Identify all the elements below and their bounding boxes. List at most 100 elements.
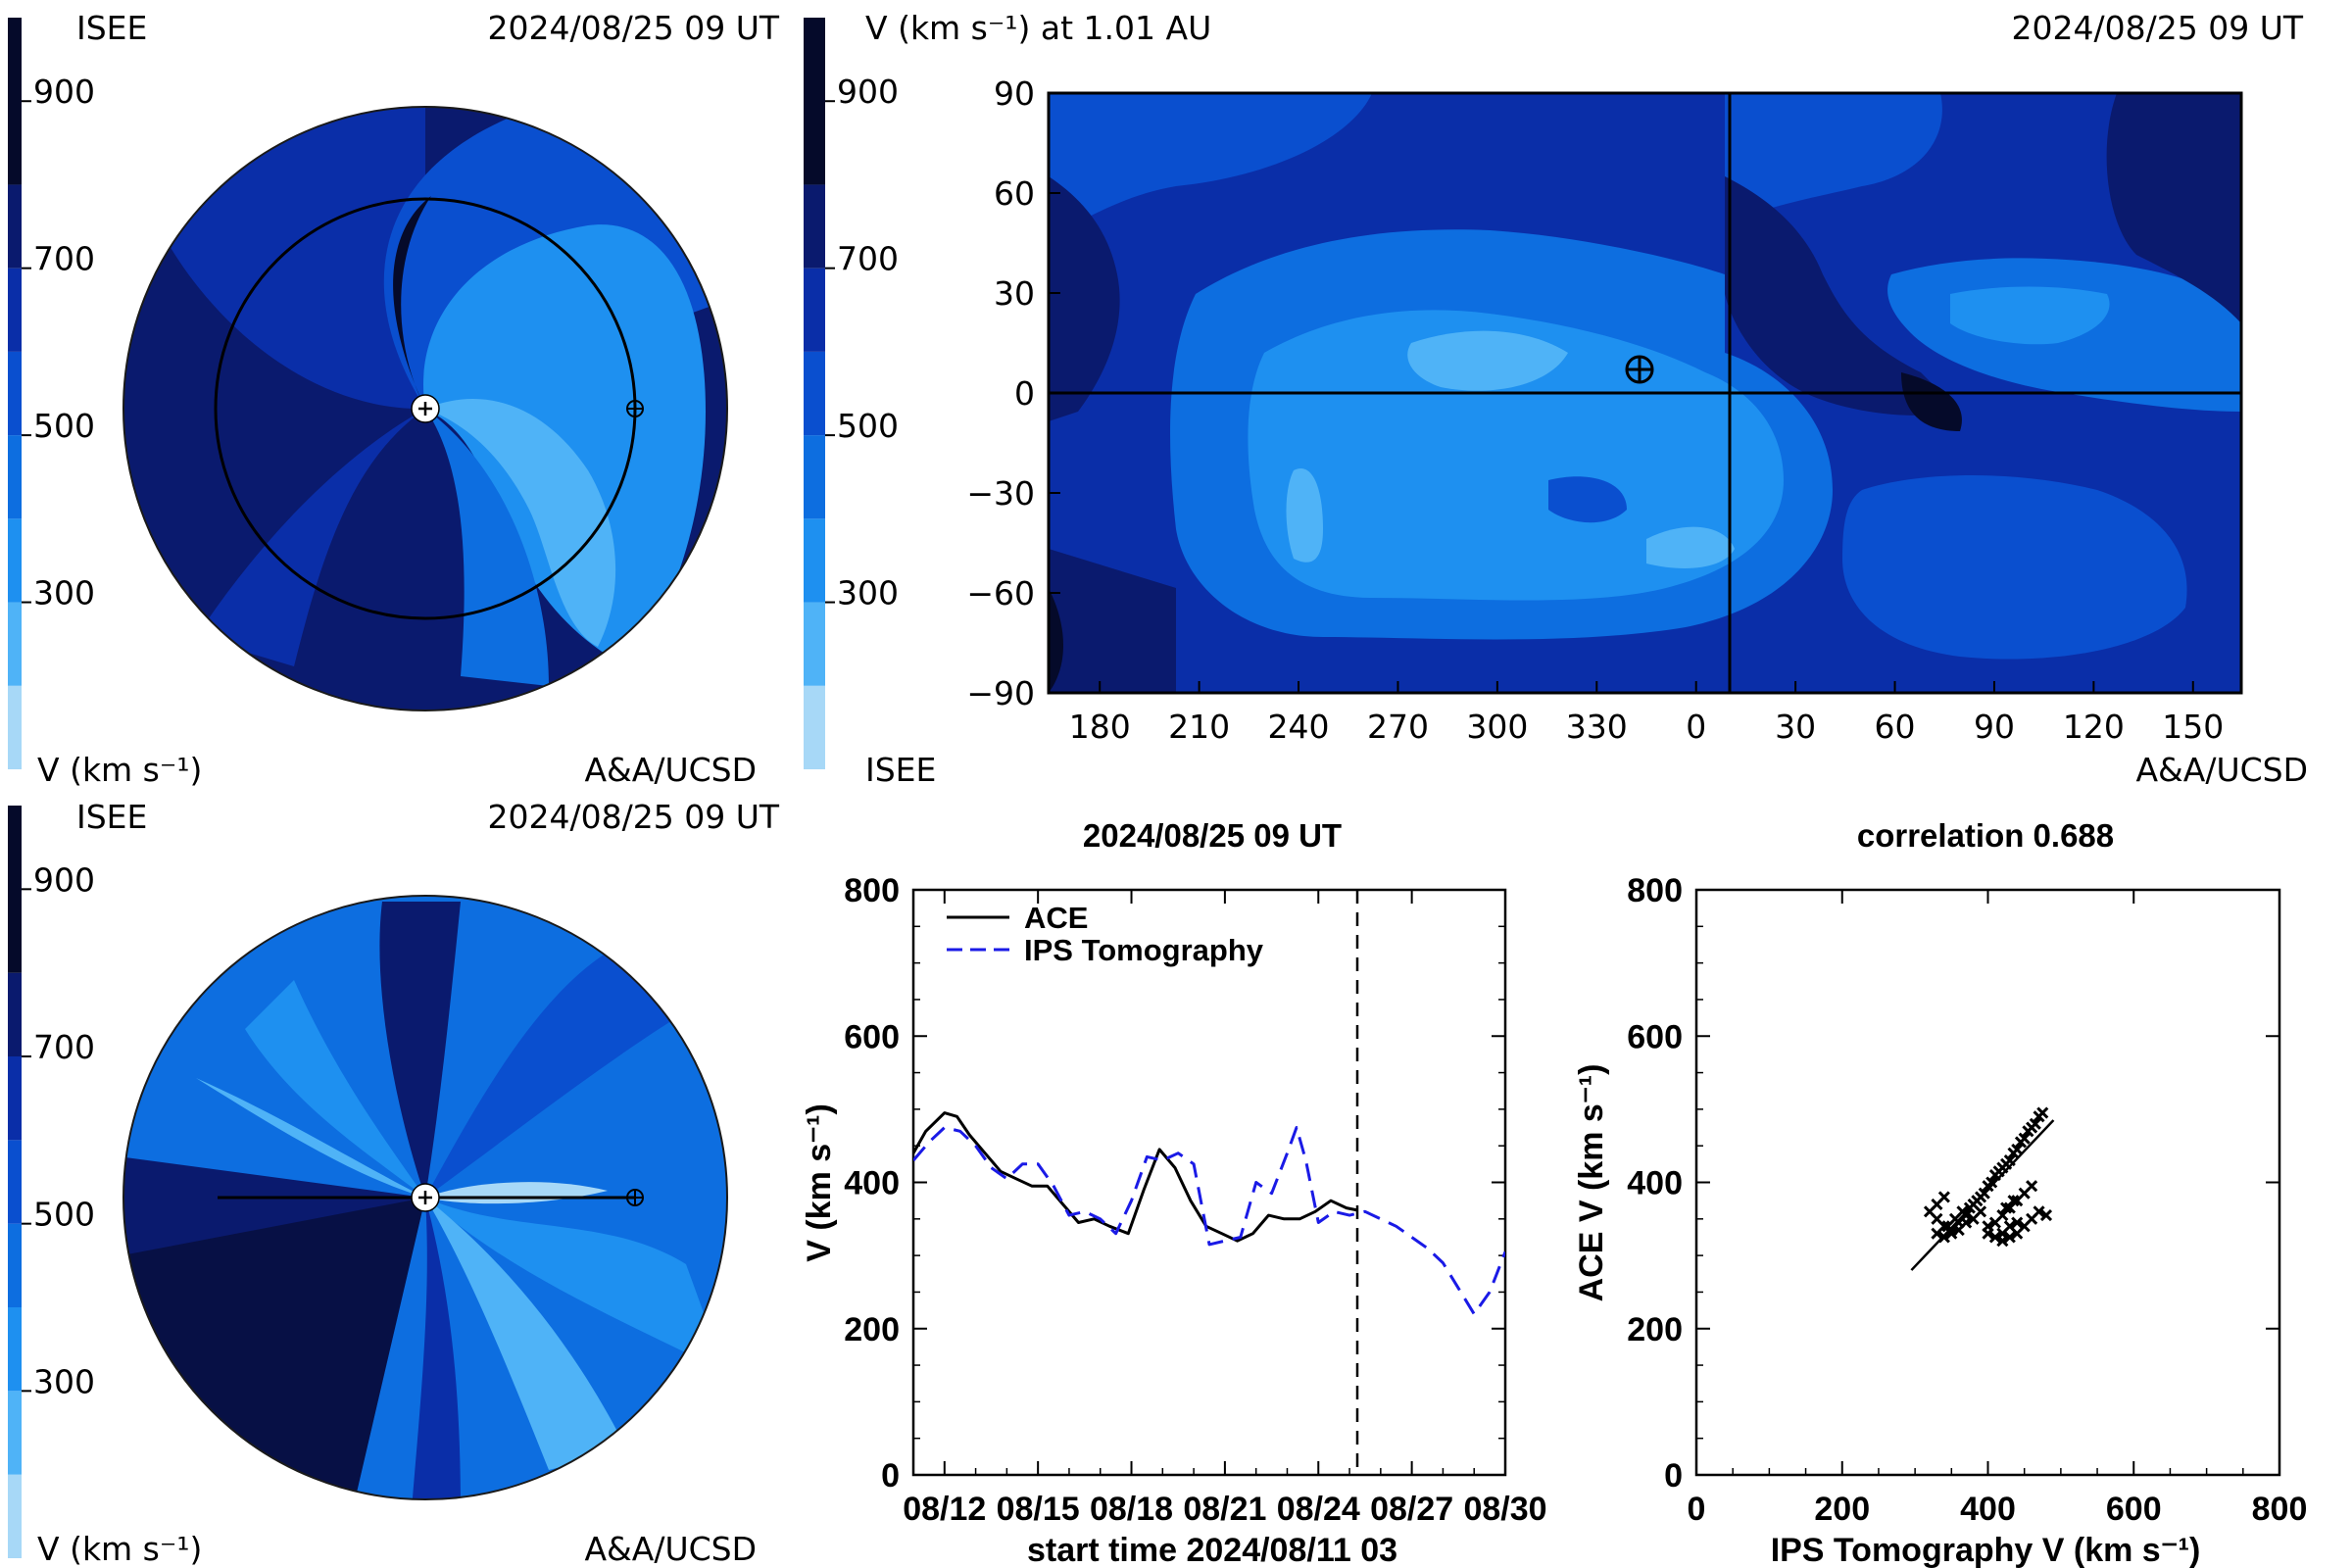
x-tick-label: 330 [1566, 708, 1628, 746]
x-tick-label: 0 [1686, 708, 1706, 746]
colorbar-band [8, 1223, 22, 1307]
scatter-point [1956, 1205, 1969, 1218]
x-tick-label: 150 [2162, 708, 2224, 746]
x-tick-label: 08/24 [1277, 1491, 1360, 1528]
y-tick-label: 0 [881, 1457, 900, 1494]
line-plot-title: 2024/08/25 09 UT [1083, 817, 1342, 854]
time-label: 2024/08/25 09 UT [488, 798, 780, 836]
x-tick-label: 200 [1814, 1491, 1870, 1528]
colorbar-tick-label: 900 [837, 73, 899, 111]
colorbar-band [8, 18, 22, 185]
colorbar-band [8, 806, 22, 973]
colorbar-band [804, 268, 825, 352]
x-tick-label: 400 [1960, 1491, 2016, 1528]
colorbar-band [8, 602, 22, 686]
x-tick-label: 08/27 [1370, 1491, 1453, 1528]
x-tick-label: 0 [1688, 1491, 1706, 1528]
colorbar-band [804, 518, 825, 603]
colorbar-tick-label: 700 [33, 1028, 95, 1066]
y-tick-label: 600 [1627, 1018, 1683, 1055]
x-axis-label: start time 2024/08/11 03 [1027, 1532, 1397, 1568]
colorbar-tick-label: 300 [33, 574, 95, 612]
credit-label: A&A/UCSD [584, 1530, 757, 1568]
scatter-point [1974, 1205, 1987, 1218]
credit-label: A&A/UCSD [2135, 751, 2308, 789]
y-tick-label: 200 [844, 1311, 900, 1348]
colorbar-tick-label: 300 [33, 1362, 95, 1400]
x-tick-label: 08/18 [1090, 1491, 1173, 1528]
earth-marker [626, 400, 644, 417]
map-title: V (km s⁻¹) at 1.01 AU [865, 9, 1211, 47]
colorbar-band [8, 1474, 22, 1558]
plot-frame [911, 888, 1507, 1477]
scatter-axes: 00 200 200 400 400 600 600 800 800 [1627, 872, 2307, 1528]
colorbar-band [8, 1391, 22, 1475]
time-series-plot: 2024/08/25 09 UT 08/12 08/15 08/18 08/21 08/… [801, 817, 1547, 1568]
x-tick-label: 30 [1775, 708, 1816, 746]
y-tick-label: −30 [966, 474, 1035, 513]
colorbar-band [8, 435, 22, 519]
series-line-ips [913, 1126, 1505, 1316]
y-tick-label: 60 [994, 174, 1035, 213]
colorbar-tick-label: 700 [837, 240, 899, 278]
colorbar-tick-label: 900 [33, 73, 95, 111]
scatter-plot: correlation 0.688 00 200 200 400 400 600 600 80… [1573, 817, 2307, 1568]
scatter-point [2014, 1136, 2028, 1149]
scatter-points [1923, 1106, 2053, 1248]
brand-label: ISEE [76, 9, 147, 47]
scatter-point [1937, 1191, 1950, 1203]
colorbar-band [804, 685, 825, 769]
x-tick-label: 210 [1168, 708, 1230, 746]
map-axes: 180 210 240 270 300 330 0 30 60 90 120 1509060300−3… [966, 74, 2224, 746]
earth-marker [1625, 355, 1654, 384]
colorbar-band [8, 268, 22, 352]
colorbar-bottom-left: 900 700 500 300 [8, 806, 95, 1558]
y-tick-label: 400 [844, 1165, 900, 1202]
colorbar-tick-label: 500 [837, 407, 899, 445]
x-tick-label: 120 [2063, 708, 2125, 746]
colorbar-band [804, 18, 825, 185]
scatter-point [1960, 1216, 1973, 1229]
x-tick-label: 08/21 [1183, 1491, 1266, 1528]
x-tick-label: 180 [1069, 708, 1131, 746]
colorbar-band [8, 972, 22, 1056]
scatter-point [1931, 1227, 1943, 1240]
scatter-point [2036, 1106, 2049, 1119]
legend-label-ips: IPS Tomography [1024, 933, 1264, 967]
fit-line [1910, 1119, 2055, 1271]
colorbar-band [8, 1140, 22, 1224]
colorbar-band [8, 1307, 22, 1392]
x-tick-label: 600 [2106, 1491, 2162, 1528]
x-tick-label: 270 [1367, 708, 1429, 746]
x-tick-label: 90 [1974, 708, 2015, 746]
y-tick-label: 0 [1664, 1457, 1683, 1494]
scatter-point [2011, 1216, 2024, 1229]
y-tick-label: 30 [994, 274, 1035, 313]
colorbar-band [804, 435, 825, 519]
colorbar-tick-label: 700 [33, 240, 95, 278]
scatter-point [2007, 1195, 2020, 1207]
colorbar-band [804, 351, 825, 436]
x-tick-label: 300 [1466, 708, 1528, 746]
y-tick-label: 0 [1014, 374, 1035, 413]
scatter-point [2029, 1117, 2041, 1130]
scatter-point [2003, 1231, 2016, 1244]
y-tick-label: 200 [1627, 1311, 1683, 1348]
colorbar-tick-label: 500 [33, 407, 95, 445]
x-tick-label: 240 [1268, 708, 1330, 746]
scatter-title: correlation 0.688 [1857, 817, 2114, 854]
colorbar-band [804, 602, 825, 686]
y-axis-label: ACE V (km s⁻¹) [1573, 1064, 1610, 1302]
y-tick-label: −90 [966, 674, 1035, 712]
scatter-point [1982, 1220, 1994, 1233]
scatter-point [2026, 1180, 2038, 1193]
colorbar-band [8, 1056, 22, 1141]
disc-plot-bottom: ISEE 2024/08/25 09 UT V (km s⁻¹) A&A/UCS… [37, 798, 780, 1568]
y-axis-label: V (km s⁻¹) [801, 1103, 838, 1262]
x-tick-label: 08/15 [997, 1491, 1080, 1528]
colorbar-map: 900 700 500 300 [804, 18, 899, 769]
scatter-point [1985, 1176, 1998, 1189]
scatter-point [2039, 1209, 2053, 1222]
unit-label: V (km s⁻¹) [37, 1530, 202, 1568]
